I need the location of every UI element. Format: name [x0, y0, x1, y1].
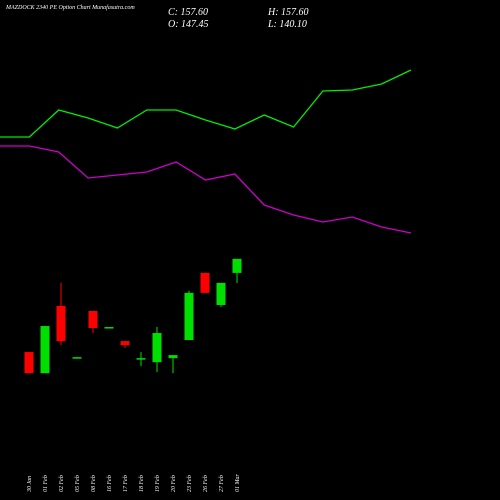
candle-body — [104, 327, 114, 329]
x-tick-label: 23 Feb — [187, 475, 193, 492]
candle-body — [40, 326, 50, 374]
chart-title: MAZDOCK 2340 PE Option Chart Munafasutra… — [5, 4, 135, 11]
x-tick-label: 01 Feb — [43, 475, 49, 492]
x-tick-label: 08 Feb — [91, 475, 97, 492]
x-tick-label: 30 Jan — [27, 476, 33, 493]
candle-body — [184, 292, 194, 341]
high-label: H: 157.60 — [267, 7, 309, 18]
candle-body — [24, 352, 34, 374]
x-tick-label: 17 Feb — [123, 475, 129, 492]
x-tick-label: 18 Feb — [139, 475, 145, 492]
candle-body — [232, 258, 242, 273]
x-tick-label: 05 Feb — [75, 475, 81, 492]
candle-body — [152, 333, 162, 363]
x-tick-label: 19 Feb — [155, 475, 161, 492]
indicator-line — [0, 69, 412, 138]
x-tick-label: 16 Feb — [107, 475, 113, 492]
candle-body — [56, 306, 66, 342]
x-tick-label: 20 Feb — [171, 475, 177, 492]
x-tick-label: 27 Feb — [219, 475, 225, 492]
open-label: O: 147.45 — [168, 19, 209, 30]
candle-body — [136, 358, 146, 360]
candle-body — [216, 282, 226, 305]
candle-body — [88, 310, 98, 328]
low-label: L: 140.10 — [267, 19, 307, 30]
x-tick-label: 01 Mar — [235, 474, 241, 492]
candle-body — [72, 357, 82, 359]
close-label: C: 157.60 — [168, 7, 208, 18]
x-tick-label: 02 Feb — [59, 475, 65, 492]
indicator-line — [0, 145, 412, 234]
candle-body — [200, 272, 210, 293]
x-tick-label: 26 Feb — [203, 475, 209, 492]
candle-body — [120, 341, 130, 346]
candle-body — [168, 355, 178, 359]
